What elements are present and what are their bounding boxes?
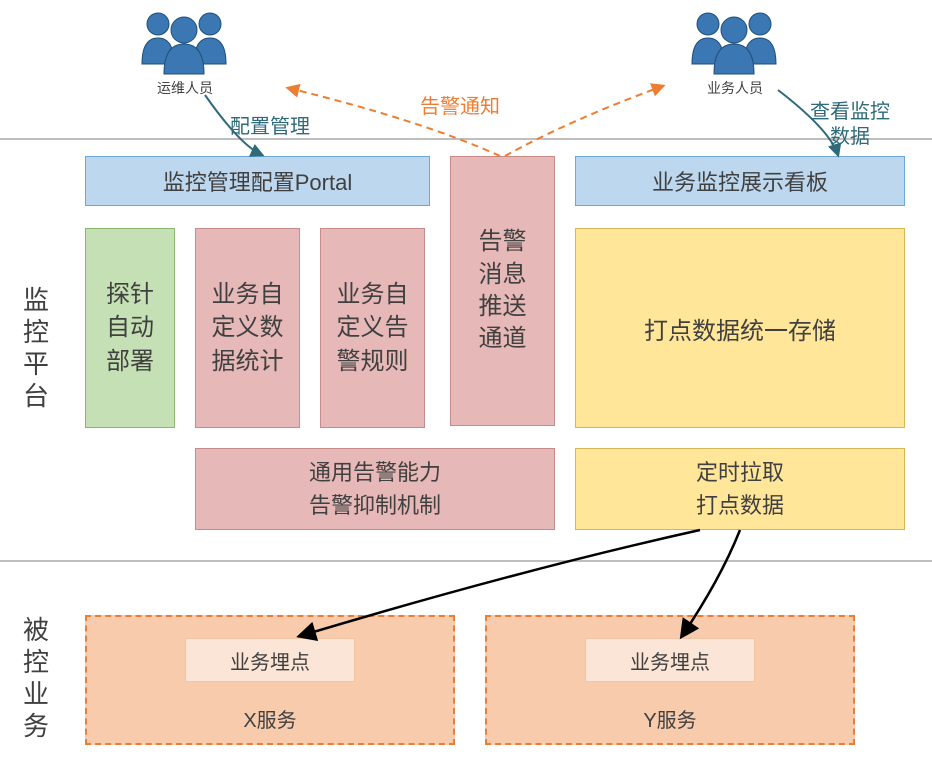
label-alert-notify: 告警通知 — [420, 90, 500, 119]
box-rules-l1: 业务自 — [337, 278, 409, 312]
box-portal: 监控管理配置Portal — [85, 156, 430, 206]
box-stats-l2: 定义数 — [212, 311, 284, 345]
separator-bottom — [0, 560, 932, 562]
box-probe-l2: 自动 — [106, 311, 154, 345]
box-general-alert-l2: 告警抑制机制 — [309, 489, 441, 522]
box-storage: 打点数据统一存储 — [575, 228, 905, 428]
box-alert-channel-l2: 消息 — [479, 259, 527, 291]
box-alert-channel: 告警 消息 推送 通道 — [450, 156, 555, 426]
box-custom-rules: 业务自 定义告 警规则 — [320, 228, 425, 428]
box-general-alert: 通用告警能力 告警抑制机制 — [195, 448, 555, 530]
arrow-alert-to-biz — [505, 86, 663, 156]
diagram-canvas: 监控平台 被控业务 运维人员 业务人员 配置管理 告警通知 查看监控 数据 监控… — [0, 0, 932, 777]
label-view-data-2: 数据 — [830, 120, 870, 149]
box-pull-l2: 打点数据 — [696, 489, 784, 522]
box-probe-l1: 探针 — [106, 278, 154, 312]
box-y-service-label: Y服务 — [643, 704, 696, 733]
box-alert-channel-l3: 推送 — [479, 291, 527, 323]
box-general-alert-l1: 通用告警能力 — [309, 456, 441, 489]
box-rules-l3: 警规则 — [337, 345, 409, 379]
box-dashboard: 业务监控展示看板 — [575, 156, 905, 206]
box-y-tracking-point: 业务埋点 — [585, 638, 755, 682]
label-controlled-business: 被控业务 — [15, 600, 55, 760]
box-custom-stats: 业务自 定义数 据统计 — [195, 228, 300, 428]
box-alert-channel-l1: 告警 — [479, 226, 527, 258]
biz-user-label: 业务人员 — [680, 78, 790, 98]
box-probe-l3: 部署 — [106, 345, 154, 379]
label-config-mgmt: 配置管理 — [230, 110, 310, 139]
box-rules-l2: 定义告 — [337, 311, 409, 345]
ops-user-icon — [130, 8, 240, 83]
box-probe-deploy: 探针 自动 部署 — [85, 228, 175, 428]
box-x-tracking-point: 业务埋点 — [185, 638, 355, 682]
box-x-service-label: X服务 — [243, 704, 296, 733]
box-alert-channel-l4: 通道 — [479, 323, 527, 355]
ops-user-label: 运维人员 — [130, 78, 240, 98]
label-monitoring-platform: 监控平台 — [15, 260, 55, 440]
biz-user-icon — [680, 8, 790, 83]
box-pull-data: 定时拉取 打点数据 — [575, 448, 905, 530]
box-stats-l3: 据统计 — [212, 345, 284, 379]
box-pull-l1: 定时拉取 — [696, 456, 784, 489]
box-stats-l1: 业务自 — [212, 278, 284, 312]
separator-top — [0, 138, 932, 140]
